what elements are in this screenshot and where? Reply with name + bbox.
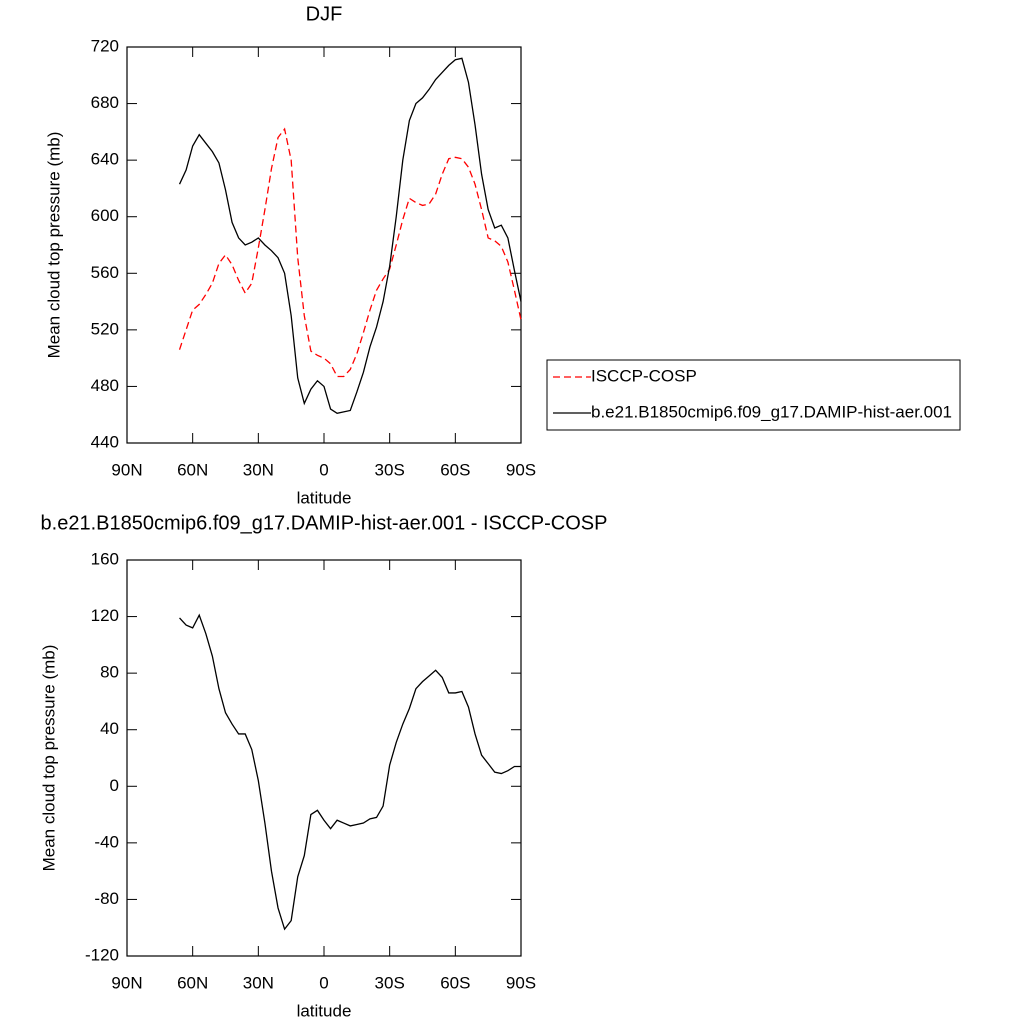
x-tick-label: 90S	[506, 973, 536, 992]
x-tick-label: 90N	[111, 973, 142, 992]
y-tick-label: 680	[91, 93, 119, 112]
x-tick-label: 90S	[506, 460, 536, 479]
chart-title: b.e21.B1850cmip6.f09_g17.DAMIP-hist-aer.…	[41, 512, 608, 534]
legend: ISCCP-COSP b.e21.B1850cmip6.f09_g17.DAMIP…	[546, 359, 961, 431]
x-tick-label: 90N	[111, 460, 142, 479]
y-tick-label: 600	[91, 206, 119, 225]
y-tick-label: 40	[100, 719, 119, 738]
x-tick-label: 30N	[243, 973, 274, 992]
legend-label: b.e21.B1850cmip6.f09_g17.DAMIP-hist-aer.…	[591, 402, 952, 421]
y-tick-label: -80	[94, 889, 119, 908]
chart-title: DJF	[306, 3, 343, 25]
chart-panel: b.e21.B1850cmip6.f09_g17.DAMIP-hist-aer.…	[39, 512, 607, 1020]
y-tick-label: 0	[110, 776, 119, 795]
x-tick-label: 0	[319, 973, 328, 992]
y-tick-label: 160	[91, 549, 119, 568]
x-tick-label: 60S	[440, 460, 470, 479]
y-tick-label: -120	[85, 945, 119, 964]
plot-frame	[126, 559, 522, 957]
data-line	[178, 127, 522, 378]
x-tick-label: 30N	[243, 460, 274, 479]
data-line	[179, 613, 521, 931]
x-tick-label: 60N	[177, 460, 208, 479]
x-tick-label: 30S	[375, 460, 405, 479]
x-tick-label: 30S	[375, 973, 405, 992]
y-tick-label: 640	[91, 150, 119, 169]
y-axis-label: Mean cloud top pressure (mb)	[39, 645, 58, 872]
x-tick-label: 0	[319, 460, 328, 479]
y-tick-label: 720	[91, 36, 119, 55]
x-tick-label: 60S	[440, 973, 470, 992]
data-line	[178, 57, 522, 414]
y-axis-label: Mean cloud top pressure (mb)	[44, 132, 63, 359]
y-tick-label: 560	[91, 263, 119, 282]
x-axis-label: latitude	[297, 488, 352, 507]
plot-frame	[126, 46, 522, 444]
legend-label: ISCCP-COSP	[591, 366, 697, 385]
y-tick-label: 440	[91, 432, 119, 451]
chart-panel: DJF 440 480 520 560 600 640 680 720 90N 60N 30N 0 30S…	[44, 3, 961, 507]
y-tick-label: -40	[94, 832, 119, 851]
y-tick-label: 80	[100, 663, 119, 682]
x-axis-label: latitude	[297, 1001, 352, 1020]
legend-frame	[546, 359, 961, 431]
y-tick-label: 120	[91, 606, 119, 625]
y-tick-label: 520	[91, 319, 119, 338]
y-tick-label: 480	[91, 376, 119, 395]
x-tick-label: 60N	[177, 973, 208, 992]
